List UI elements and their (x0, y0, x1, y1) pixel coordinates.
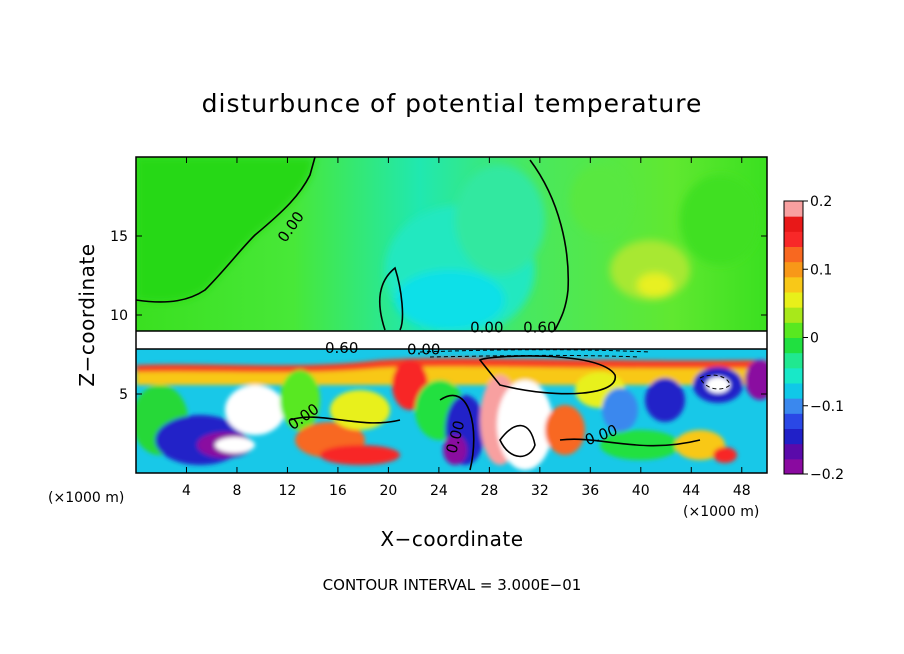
contour-interval-note: CONTOUR INTERVAL = 3.000E−01 (323, 576, 582, 594)
contour-label: 0.60 (523, 318, 556, 336)
contour-label: 0.00 (407, 341, 440, 359)
y-axis-label: Z−coordinate (75, 243, 99, 386)
colorbar-segment (784, 337, 803, 354)
y-tick-label: 5 (119, 387, 128, 403)
contour-label: 0.60 (325, 339, 358, 357)
x-tick-label: 48 (733, 483, 751, 499)
chart-title: disturbunce of potential temperature (202, 89, 703, 118)
colorbar-segment (784, 458, 803, 475)
colorbar-tick-label: 0 (810, 331, 819, 347)
colorbar-segment (784, 307, 803, 323)
x-tick-label: 16 (329, 483, 347, 499)
colorbar-tick-label: −0.2 (810, 467, 844, 483)
plot-field: 0.000.00 0.600.60 0.000.000.00 0.00 (136, 157, 767, 473)
x-tick-label: 24 (430, 483, 448, 499)
x-tick-label: 4 (182, 483, 191, 499)
colorbar-segment (784, 292, 803, 308)
colorbar-segment (784, 367, 803, 384)
x-tick-label: 12 (279, 483, 297, 499)
colorbar-segment (784, 428, 803, 445)
x-tick-label: 8 (232, 483, 241, 499)
negative-contours (419, 349, 731, 390)
colorbar-segment (784, 443, 803, 460)
colorbar-segment (784, 413, 803, 429)
colorbar-tick-label: 0.1 (810, 262, 832, 278)
x-axis-label: X−coordinate (380, 527, 523, 551)
colorbar-segment (784, 216, 803, 232)
contour-lines (136, 157, 767, 471)
colorbar-tick-label: −0.1 (810, 399, 844, 415)
x-unit-label: (×1000 m) (683, 504, 759, 520)
colorbar (783, 200, 804, 475)
colorbar-segment (784, 383, 803, 399)
colorbar-segment (784, 398, 803, 414)
colorbar-segment (784, 352, 803, 369)
contour-label: 0.00 (470, 318, 503, 336)
colorbar-tick-label: 0.2 (810, 194, 832, 210)
colorbar-segment (784, 231, 803, 247)
x-tick-label: 20 (379, 483, 397, 499)
upper-patches (136, 157, 760, 335)
lower-patches (136, 358, 767, 470)
colorbar-segment (784, 276, 803, 293)
y-tick-label: 15 (110, 229, 128, 245)
colorbar-ticks: 0.2 0.1 0 −0.1 −0.2 (803, 194, 844, 483)
y-unit-label: (×1000 m) (48, 490, 124, 506)
x-tick-label: 44 (682, 483, 700, 499)
y-tick-label: 10 (110, 308, 128, 324)
x-tick-label: 36 (581, 483, 599, 499)
colorbar-segment (784, 201, 803, 217)
colorbar-segment (784, 246, 803, 263)
y-axis-ticks: 5 10 15 (110, 229, 767, 403)
colorbar-segment (784, 261, 803, 278)
inversion-band (136, 331, 767, 349)
x-tick-label: 32 (531, 483, 549, 499)
colorbar-segment (784, 322, 803, 338)
x-tick-label: 28 (480, 483, 498, 499)
x-tick-label: 40 (632, 483, 650, 499)
x-axis-ticks: 4 8 12 16 20 24 28 32 36 40 44 48 (182, 157, 751, 499)
